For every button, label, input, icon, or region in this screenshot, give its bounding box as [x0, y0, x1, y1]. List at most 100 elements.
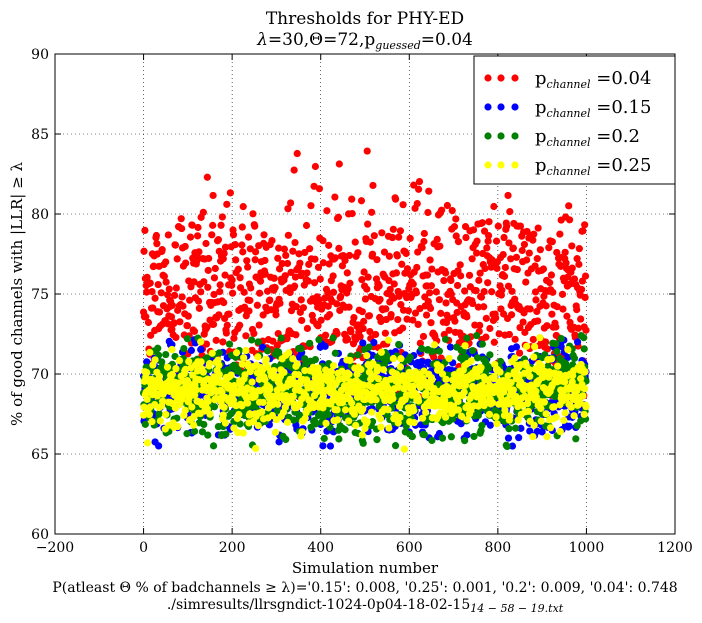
data-point: [205, 359, 214, 368]
data-point: [141, 226, 149, 235]
data-point: [408, 432, 416, 441]
data-point: [577, 315, 585, 323]
data-point: [354, 249, 362, 257]
data-point: [565, 422, 573, 430]
data-point: [183, 430, 191, 438]
data-point: [346, 356, 354, 365]
data-point: [182, 259, 190, 267]
data-point: [524, 407, 533, 415]
data-point: [218, 213, 226, 221]
data-point: [210, 403, 219, 411]
data-point: [523, 256, 531, 264]
legend-label: pchannel =0.25: [535, 155, 651, 178]
data-point: [167, 313, 176, 321]
subtitle-p-value: =0.04: [421, 30, 473, 50]
data-point: [306, 245, 314, 253]
data-point: [476, 269, 484, 277]
data-point: [581, 368, 589, 376]
data-point: [439, 419, 447, 427]
data-point: [341, 256, 349, 265]
data-point: [537, 417, 545, 425]
data-point: [190, 427, 199, 435]
data-point: [228, 289, 237, 297]
data-point: [504, 282, 513, 290]
data-point: [211, 264, 219, 273]
data-point: [482, 314, 490, 322]
data-point: [298, 428, 306, 436]
data-point: [503, 442, 511, 451]
data-point: [454, 238, 463, 246]
data-point: [235, 410, 243, 419]
data-point: [314, 263, 323, 271]
data-point: [242, 346, 250, 355]
chart-title: Thresholds for PHY-ED: [266, 9, 464, 29]
data-point: [493, 420, 501, 428]
data-point: [236, 321, 244, 329]
data-point: [526, 372, 534, 380]
data-point: [581, 385, 589, 393]
data-point: [531, 288, 540, 296]
data-point: [422, 408, 430, 416]
data-point: [364, 273, 372, 281]
data-point: [484, 364, 493, 372]
data-point: [205, 254, 213, 263]
data-point: [177, 215, 185, 223]
data-point: [438, 434, 447, 442]
data-point: [375, 282, 383, 290]
data-point: [573, 338, 582, 346]
data-point: [236, 420, 244, 428]
data-point: [442, 335, 450, 343]
data-point: [398, 260, 406, 268]
data-point: [507, 255, 515, 263]
data-point: [344, 335, 352, 344]
data-point: [197, 358, 205, 366]
data-point: [317, 316, 325, 324]
data-point: [249, 210, 257, 218]
data-point: [274, 407, 282, 415]
data-point: [553, 303, 561, 311]
data-point: [532, 393, 540, 401]
data-point: [563, 312, 571, 320]
data-point: [360, 268, 368, 276]
data-point: [185, 357, 193, 366]
data-point: [525, 366, 533, 374]
data-point: [301, 414, 309, 422]
data-point: [232, 349, 241, 357]
data-point: [203, 173, 211, 181]
subtitle-p: p: [364, 30, 375, 50]
data-point: [341, 426, 349, 434]
data-point: [350, 313, 358, 322]
data-point: [194, 297, 203, 305]
data-point: [319, 259, 327, 267]
data-point: [452, 215, 460, 223]
data-point: [212, 336, 220, 344]
data-point: [412, 289, 420, 297]
data-point: [396, 227, 405, 235]
data-point: [377, 423, 385, 431]
data-point: [248, 336, 256, 344]
data-point: [572, 435, 580, 443]
data-point: [359, 324, 367, 333]
data-point: [395, 292, 403, 300]
data-point: [146, 348, 154, 357]
y-tick-labels: 60 65 70 75 80 85 90: [31, 47, 49, 543]
data-point: [346, 279, 354, 287]
data-point: [251, 256, 259, 264]
data-point: [329, 288, 338, 296]
data-point: [380, 248, 389, 256]
data-point: [144, 318, 153, 327]
data-point: [319, 442, 327, 450]
data-point: [384, 336, 393, 344]
data-point: [373, 363, 381, 371]
data-point: [195, 304, 203, 312]
data-point: [405, 368, 413, 376]
data-point: [568, 378, 576, 386]
data-point: [550, 403, 558, 411]
x-tick-label: 1200: [657, 540, 693, 556]
data-point: [160, 272, 168, 280]
data-point: [406, 234, 414, 243]
legend-marker: [497, 161, 505, 169]
data-point: [410, 181, 418, 189]
data-point: [505, 239, 513, 247]
data-point: [307, 202, 315, 210]
